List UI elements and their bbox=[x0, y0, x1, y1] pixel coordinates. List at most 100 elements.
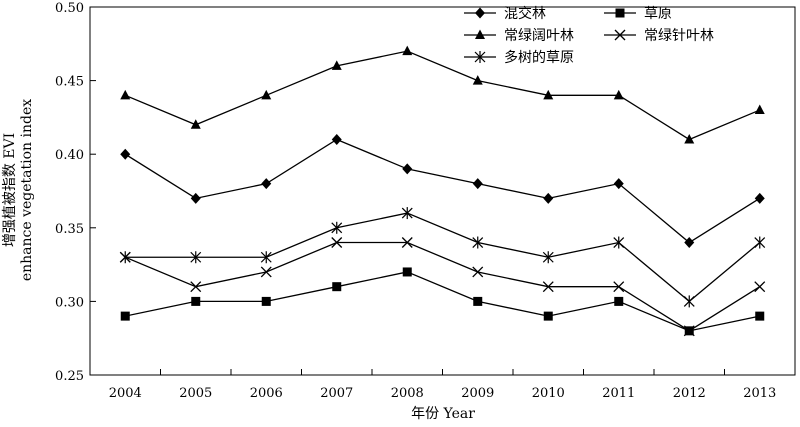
data-point bbox=[684, 237, 695, 249]
data-point bbox=[613, 178, 624, 190]
y-axis-title-line1: 增强植被指数 EVI bbox=[2, 133, 18, 247]
legend-label: 多树的草原 bbox=[504, 49, 574, 66]
data-point bbox=[120, 311, 130, 321]
y-axis-title-line2: enhance vegetation index bbox=[19, 99, 35, 281]
series-triangle bbox=[120, 45, 765, 144]
y-tick-label: 0.50 bbox=[55, 1, 84, 16]
legend-marker bbox=[474, 51, 486, 63]
data-point bbox=[754, 104, 765, 115]
data-point bbox=[754, 236, 766, 249]
x-tick-label: 2012 bbox=[673, 386, 706, 401]
series-line bbox=[125, 271, 760, 332]
data-point bbox=[331, 133, 342, 145]
data-point bbox=[754, 281, 766, 293]
legend-item: 常绿阔叶林 bbox=[464, 28, 574, 44]
data-point bbox=[190, 119, 201, 129]
data-point bbox=[260, 251, 272, 264]
x-tick-label: 2010 bbox=[532, 386, 565, 401]
marker-stroke bbox=[542, 281, 554, 293]
data-point bbox=[191, 296, 201, 306]
series-diamond bbox=[120, 133, 765, 249]
data-point bbox=[472, 266, 484, 278]
data-point bbox=[543, 192, 554, 204]
x-tick-label: 2006 bbox=[250, 386, 283, 401]
data-point bbox=[261, 89, 272, 100]
data-point bbox=[120, 148, 131, 160]
legend-marker bbox=[614, 29, 626, 41]
legend-item: 草原 bbox=[604, 6, 672, 22]
x-tick-label: 2005 bbox=[179, 386, 212, 401]
data-point bbox=[754, 192, 765, 204]
data-point bbox=[190, 192, 201, 204]
data-point bbox=[402, 163, 413, 175]
data-point bbox=[613, 281, 625, 293]
data-point bbox=[613, 89, 624, 100]
data-point bbox=[472, 236, 484, 249]
marker-stroke bbox=[754, 281, 766, 293]
x-tick-label: 2011 bbox=[602, 386, 635, 401]
data-point bbox=[402, 267, 412, 277]
data-point bbox=[119, 251, 131, 264]
legend-label: 混交林 bbox=[504, 5, 546, 22]
marker-stroke bbox=[472, 266, 484, 278]
legend-label: 常绿阔叶林 bbox=[504, 28, 574, 44]
legend-item: 常绿针叶林 bbox=[604, 28, 714, 44]
legend-item: 混交林 bbox=[464, 5, 546, 22]
data-point bbox=[542, 251, 554, 264]
marker-stroke bbox=[260, 266, 272, 278]
data-point bbox=[683, 325, 695, 337]
data-point bbox=[683, 295, 695, 308]
data-point bbox=[401, 237, 413, 248]
data-point bbox=[120, 89, 131, 100]
legend-marker bbox=[475, 29, 485, 39]
data-point bbox=[473, 296, 483, 306]
data-point bbox=[260, 266, 272, 278]
data-point bbox=[331, 60, 342, 70]
data-point bbox=[401, 207, 413, 220]
y-tick-label: 0.40 bbox=[55, 148, 84, 163]
x-tick-label: 2013 bbox=[743, 386, 776, 401]
data-point bbox=[472, 178, 483, 190]
data-point bbox=[472, 75, 483, 85]
data-point bbox=[543, 89, 554, 100]
data-point bbox=[684, 133, 695, 144]
marker-stroke bbox=[401, 237, 413, 248]
x-axis-title: 年份 Year bbox=[411, 406, 475, 422]
data-point bbox=[190, 281, 202, 293]
y-tick-label: 0.45 bbox=[55, 75, 84, 90]
legend-item: 多树的草原 bbox=[464, 49, 574, 66]
x-tick-label: 2009 bbox=[461, 386, 494, 401]
data-point bbox=[190, 251, 202, 264]
data-point bbox=[402, 45, 413, 56]
data-point bbox=[332, 282, 342, 292]
series-line bbox=[124, 241, 761, 332]
plot-frame bbox=[89, 6, 796, 376]
legend-label: 常绿针叶林 bbox=[644, 28, 714, 44]
series-line bbox=[124, 138, 761, 244]
marker-stroke bbox=[614, 29, 626, 41]
data-point bbox=[614, 296, 624, 306]
series-line bbox=[124, 50, 761, 141]
y-tick-label: 0.35 bbox=[55, 222, 84, 237]
marker-stroke bbox=[331, 237, 343, 248]
x-tick-label: 2004 bbox=[109, 386, 142, 401]
series-square bbox=[120, 267, 765, 336]
data-point bbox=[331, 237, 343, 248]
legend-marker bbox=[475, 7, 485, 19]
data-point bbox=[542, 281, 554, 293]
marker-stroke bbox=[190, 281, 202, 293]
data-point bbox=[543, 311, 553, 321]
legend-label: 草原 bbox=[644, 6, 672, 22]
y-tick-label: 0.25 bbox=[55, 369, 84, 384]
legend-marker bbox=[615, 8, 625, 18]
marker-stroke bbox=[613, 281, 625, 293]
series-line bbox=[125, 212, 761, 303]
data-point bbox=[331, 221, 343, 234]
data-point bbox=[613, 236, 625, 249]
x-tick-label: 2008 bbox=[391, 386, 424, 401]
x-tick-label: 2007 bbox=[320, 386, 353, 401]
y-tick-label: 0.30 bbox=[55, 295, 84, 310]
marker-stroke bbox=[683, 325, 695, 337]
